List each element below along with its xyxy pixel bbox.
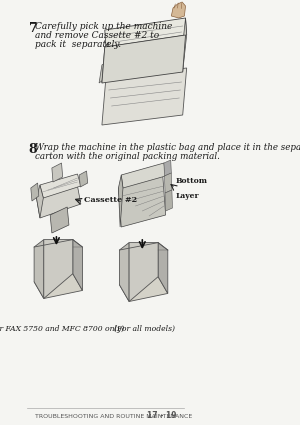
Polygon shape [37, 185, 43, 218]
Text: 17 - 19: 17 - 19 [147, 411, 176, 420]
Text: carton with the original packing material.: carton with the original packing materia… [35, 152, 220, 161]
Polygon shape [99, 60, 109, 83]
Text: 7: 7 [28, 22, 37, 35]
Text: Wrap the machine in the plastic bag and place it in the separate original: Wrap the machine in the plastic bag and … [35, 143, 300, 152]
Text: Carefully pick up the machine: Carefully pick up the machine [35, 22, 173, 31]
Text: TROUBLESHOOTING AND ROUTINE MAINTENANCE: TROUBLESHOOTING AND ROUTINE MAINTENANCE [35, 414, 193, 419]
Text: Cassette #2: Cassette #2 [84, 196, 137, 204]
Polygon shape [34, 240, 44, 298]
Polygon shape [50, 207, 69, 233]
Polygon shape [105, 18, 187, 47]
Text: and remove Cassette #2 to: and remove Cassette #2 to [35, 31, 160, 40]
Polygon shape [119, 277, 168, 301]
Polygon shape [164, 160, 171, 176]
Text: Layer: Layer [176, 192, 200, 200]
Polygon shape [73, 240, 82, 290]
Polygon shape [52, 163, 63, 182]
Polygon shape [164, 173, 172, 193]
Polygon shape [102, 68, 187, 125]
Polygon shape [31, 183, 39, 201]
Polygon shape [118, 175, 123, 227]
Polygon shape [118, 176, 166, 227]
Polygon shape [79, 171, 88, 187]
Polygon shape [121, 163, 166, 188]
Polygon shape [44, 240, 73, 298]
Polygon shape [165, 190, 172, 211]
Polygon shape [40, 174, 81, 198]
Polygon shape [119, 243, 129, 301]
Text: (For all models): (For all models) [114, 325, 175, 333]
Polygon shape [171, 2, 185, 18]
Polygon shape [129, 243, 158, 301]
Text: pack it  separately.: pack it separately. [35, 40, 122, 49]
Polygon shape [102, 42, 109, 83]
Polygon shape [37, 186, 81, 218]
Polygon shape [158, 243, 168, 293]
Polygon shape [102, 35, 185, 83]
Polygon shape [34, 274, 83, 298]
Text: (For FAX 5750 and MFC 8700 only): (For FAX 5750 and MFC 8700 only) [0, 325, 124, 333]
Polygon shape [182, 18, 187, 72]
Text: 8: 8 [28, 143, 37, 156]
Text: Bottom: Bottom [176, 177, 208, 185]
